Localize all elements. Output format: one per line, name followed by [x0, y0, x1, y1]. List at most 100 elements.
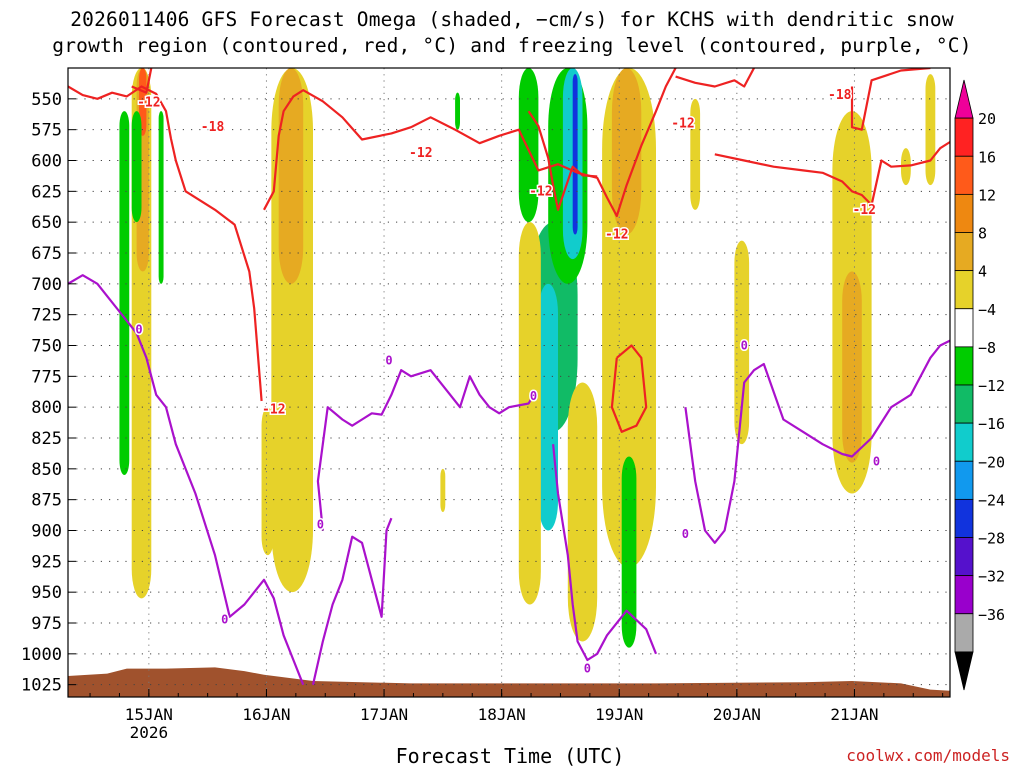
y-tick-label-750: 750: [31, 337, 62, 357]
colorbar-swatch-7: [954, 346, 974, 386]
colorbar-swatch-0: [954, 79, 974, 119]
x-tick-label-16JAN: 16JAN: [242, 705, 290, 724]
omega-shaded-region-18: [567, 382, 598, 642]
contour-line-7: [131, 68, 153, 94]
y-tick-label-875: 875: [31, 491, 62, 511]
omega-shaded-region-9: [440, 468, 446, 512]
colorbar-swatch-9: [954, 422, 974, 462]
x-tick-label-20JAN: 20JAN: [713, 705, 761, 724]
contour-line-10: [316, 369, 535, 531]
contour-label-8: -12: [853, 203, 876, 218]
omega-shaded-region-3: [119, 111, 130, 476]
omega-shaded-region-8: [261, 407, 274, 556]
y-tick-label-700: 700: [31, 275, 62, 295]
y-tick-label-900: 900: [31, 522, 62, 542]
colorbar-label-13: −36: [978, 606, 1005, 624]
y-tick-label-825: 825: [31, 429, 62, 449]
x-axis-label: Forecast Time (UTC): [395, 744, 625, 768]
omega-shaded-region-5: [158, 111, 164, 284]
y-axis: 550 575 600 625 650 675 700 725 750 775 800 825 850 8…: [21, 90, 76, 696]
y-tick-label-575: 575: [31, 121, 62, 141]
omega-shaded-region-25: [842, 271, 862, 463]
y-tick-label-925: 925: [31, 552, 62, 572]
colorbar-label-4: 4: [978, 263, 987, 281]
contour-label-3: -12: [409, 146, 432, 161]
omega-shaded-region-14: [518, 222, 541, 605]
colorbar-swatch-3: [954, 193, 974, 233]
omega-shading-layer: [119, 68, 936, 648]
colorbar-swatch-12: [954, 537, 974, 577]
chart-title-line-1: 2026011406 GFS Forecast Omega (shaded, −…: [70, 8, 954, 31]
omega-shaded-region-21: [690, 98, 701, 210]
y-tick-label-550: 550: [31, 90, 62, 110]
contour-line-0: [68, 85, 263, 402]
contour-label-17: 0: [873, 454, 880, 468]
contour-label-5: -12: [605, 228, 628, 243]
credit-text: coolwx.com/models: [846, 746, 1010, 765]
colorbar-label-2: 12: [978, 186, 996, 204]
colorbar-swatch-8: [954, 384, 974, 424]
grid-layer: [68, 68, 950, 697]
contour-label-0: -12: [137, 96, 160, 111]
contour-line-1: [263, 68, 677, 218]
contour-label-16: 0: [741, 339, 748, 353]
contour-label-4: -12: [529, 184, 552, 199]
y-tick-label-600: 600: [31, 152, 62, 172]
colorbar-label-6: −8: [978, 339, 996, 357]
colorbar-swatch-14: [954, 613, 974, 653]
y-tick-label-975: 975: [31, 614, 62, 634]
omega-shaded-region-26: [925, 74, 936, 186]
colorbar-swatch-10: [954, 460, 974, 500]
contour-line-4: [675, 68, 755, 88]
x-tick-label-21JAN: 21JAN: [830, 705, 878, 724]
colorbar-label-0: 20: [978, 110, 996, 128]
colorbar-label-5: −4: [978, 301, 996, 319]
colorbar-label-8: −16: [978, 415, 1005, 433]
omega-shaded-region-13: [538, 283, 558, 531]
y-tick-label-725: 725: [31, 306, 62, 326]
x-tick-label-15JAN: 15JAN: [125, 705, 173, 724]
omega-shaded-region-10: [455, 92, 460, 130]
contour-layer: [68, 68, 950, 686]
colorbar-swatch-6: [954, 308, 974, 348]
y-tick-label-775: 775: [31, 367, 62, 387]
contour-label-9: 0: [135, 322, 142, 336]
contour-line-9: [311, 517, 393, 685]
contour-line-3: [610, 344, 648, 433]
x-tick-label-17JAN: 17JAN: [360, 705, 408, 724]
omega-shaded-region-23: [734, 240, 750, 445]
contour-line-6: [850, 68, 931, 131]
terrain-fill: [68, 667, 950, 697]
contour-label-10: 0: [221, 612, 228, 626]
contour-label-6: -12: [671, 117, 694, 132]
x-tick-label-18JAN: 18JAN: [478, 705, 526, 724]
contour-label-7: -18: [828, 88, 852, 103]
omega-shaded-region-7: [278, 68, 304, 284]
colorbar: 20 16 12 8 4 −4 −8 −12 −16 −20 −24 −28 −32 −36: [954, 79, 1005, 691]
contour-line-8: [68, 274, 305, 686]
contour-label-2: -12: [262, 403, 285, 418]
contour-label-11: 0: [317, 517, 324, 531]
colorbar-label-3: 8: [978, 225, 987, 243]
colorbar-swatch-11: [954, 498, 974, 538]
omega-shaded-region-22: [621, 456, 637, 648]
colorbar-label-1: 16: [978, 148, 996, 166]
y-tick-label-625: 625: [31, 182, 62, 202]
colorbar-swatch-2: [954, 155, 974, 195]
colorbar-swatch-4: [954, 232, 974, 272]
contour-line-5: [714, 141, 950, 206]
x-tick-label-19JAN: 19JAN: [595, 705, 643, 724]
y-tick-label-800: 800: [31, 398, 62, 418]
contour-label-1: -18: [201, 120, 225, 135]
colorbar-label-12: −32: [978, 568, 1005, 586]
y-tick-label-650: 650: [31, 213, 62, 233]
omega-shaded-region-4: [131, 111, 142, 223]
contour-line-2: [527, 110, 598, 211]
contour-line-12: [684, 339, 950, 544]
colorbar-swatch-13: [954, 575, 974, 615]
contour-label-layer: -12 -18 -12 -12 -12 -12 -12 -18 -12 0 0 0 0 0 0 0 0 0: [134, 87, 882, 678]
omega-shaded-region-17: [572, 74, 578, 235]
omega-shaded-region-11: [518, 68, 539, 223]
